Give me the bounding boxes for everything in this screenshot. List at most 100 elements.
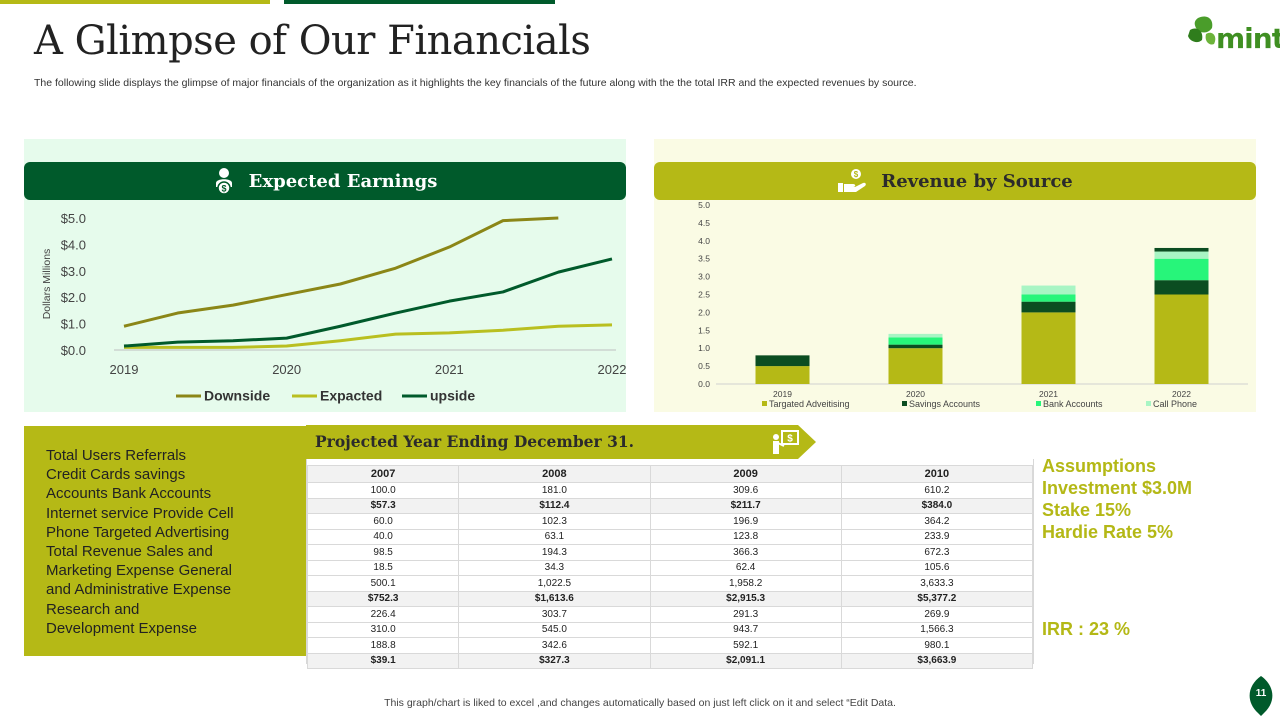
table-cell: 226.4 — [306, 606, 460, 623]
y-tick-label: $0.0 — [61, 343, 86, 358]
metrics-line: Credit Cards savings — [46, 466, 186, 484]
legend-label: Bank Accounts — [1043, 399, 1103, 409]
x-tick-label: 2019 — [110, 362, 139, 377]
table-cell: 194.3 — [458, 544, 651, 561]
table-cell: 364.2 — [840, 513, 1034, 530]
table-cell: $752.3 — [306, 590, 460, 607]
y-tick-label: $4.0 — [61, 237, 86, 252]
table-cell: 310.0 — [306, 621, 460, 638]
table-cell: 1,566.3 — [840, 621, 1034, 638]
table-cell: 188.8 — [306, 637, 460, 654]
assumptions-block: Assumptions Investment $3.0M Stake 15% H… — [1042, 455, 1192, 543]
earnings-header-label: Expected Earnings — [248, 170, 438, 192]
y-tick-label: 3.0 — [698, 272, 710, 282]
bar-segment — [888, 348, 943, 384]
table-cell: 98.5 — [306, 544, 460, 561]
legend-label: Downside — [204, 388, 270, 404]
column-header: 2010 — [840, 465, 1034, 483]
x-tick-label: 2019 — [773, 389, 792, 399]
metrics-line: Accounts Bank Accounts — [46, 485, 212, 503]
footer-note: This graph/chart is liked to excel ,and … — [384, 697, 896, 709]
top-accent-bar-green — [284, 0, 555, 4]
page-number: 11 — [1255, 688, 1267, 699]
metrics-line: Marketing Expense General — [46, 562, 232, 580]
bar-segment — [1154, 294, 1209, 384]
column-header: 2008 — [458, 465, 651, 483]
table-row: $57.3 $112.4 $211.7 $384.0 — [306, 497, 1034, 514]
page-subtitle: The following slide displays the glimpse… — [34, 77, 917, 89]
table-cell: 309.6 — [649, 482, 842, 499]
table-cell: 60.0 — [306, 513, 460, 530]
mint-logo-icon — [1188, 16, 1216, 45]
expected-earnings-chart: $0.0 $1.0 $2.0 $3.0 $4.0 $5.0 2019 2020 2021 2022… — [41, 211, 626, 404]
table-cell: 545.0 — [458, 621, 651, 638]
assumptions-heading: Assumptions — [1042, 456, 1157, 476]
x-tick-label: 2022 — [1172, 389, 1191, 399]
bar-segment — [1154, 258, 1209, 281]
y-tick-label: $2.0 — [61, 290, 86, 305]
table-row: 500.1 1,022.5 1,958.2 3,633.3 — [306, 575, 1034, 592]
bar-segment — [888, 344, 943, 349]
x-tick-label: 2020 — [906, 389, 925, 399]
table-cell: 102.3 — [458, 513, 651, 530]
table-cell: $112.4 — [458, 497, 651, 514]
projection-table-wrap: 2007 2008 2009 2010 100.0 181.0 309.6 610.2… — [306, 459, 1034, 669]
leaf-badge-icon — [1249, 676, 1273, 716]
bar-segment — [1021, 285, 1076, 295]
irr-value: IRR : 23 % — [1042, 619, 1131, 639]
bar-segment — [1021, 312, 1076, 384]
metrics-line: and Administrative Expense — [46, 581, 232, 599]
table-cell: 1,022.5 — [458, 575, 651, 592]
metrics-list-text: Total Users Referrals Credit Cards savin… — [46, 446, 286, 638]
table-cell: $2,091.1 — [649, 652, 842, 669]
y-tick-label: 1.0 — [698, 343, 710, 353]
table-cell: $57.3 — [306, 497, 460, 514]
bar-segment — [1021, 301, 1076, 313]
table-row: 98.5 194.3 366.3 672.3 — [306, 544, 1034, 561]
table-header-row: 2007 2008 2009 2010 — [306, 465, 1034, 483]
series-line-downside — [123, 216, 559, 328]
y-tick-label: 2.0 — [698, 307, 710, 317]
table-row: 100.0 181.0 309.6 610.2 — [306, 482, 1034, 499]
table-cell: 181.0 — [458, 482, 651, 499]
table-cell: 303.7 — [458, 606, 651, 623]
table-cell: 672.3 — [840, 544, 1034, 561]
table-row: 40.0 63.1 123.8 233.9 — [306, 528, 1034, 545]
table-row: $39.1 $327.3 $2,091.1 $3,663.9 — [306, 652, 1034, 669]
table-cell: $3,663.9 — [840, 652, 1034, 669]
metrics-line: Research and — [46, 600, 140, 618]
table-cell: 18.5 — [306, 559, 460, 576]
table-cell: $211.7 — [649, 497, 842, 514]
top-accent-bar-olive — [0, 0, 270, 4]
page-title: A Glimpse of Our Financials — [34, 18, 591, 64]
assumption-hurdle-rate: Hardie Rate 5% — [1042, 522, 1174, 542]
y-tick-label: $3.0 — [61, 264, 86, 279]
y-tick-label: 4.5 — [698, 218, 710, 228]
y-tick-label: 0.0 — [698, 379, 710, 389]
table-cell: 269.9 — [840, 606, 1034, 623]
projection-table: 2007 2008 2009 2010 100.0 181.0 309.6 610.2… — [306, 465, 1034, 669]
table-cell: 592.1 — [649, 637, 842, 654]
table-cell: 980.1 — [840, 637, 1034, 654]
bar-segment — [755, 366, 810, 384]
legend-swatch — [1146, 401, 1151, 406]
x-tick-label: 2021 — [435, 362, 464, 377]
table-cell: $384.0 — [840, 497, 1034, 514]
table-cell: 500.1 — [306, 575, 460, 592]
legend-swatch — [1036, 401, 1041, 406]
table-cell: 63.1 — [458, 528, 651, 545]
legend-label: Expacted — [320, 388, 382, 404]
logo-text: mint — [1216, 22, 1280, 55]
y-tick-label: $5.0 — [61, 211, 86, 226]
projection-title: Projected Year Ending December 31. — [315, 432, 635, 451]
metrics-list-panel: Total Users Referrals Credit Cards savin… — [24, 426, 306, 656]
table-cell: 123.8 — [649, 528, 842, 545]
y-tick-label: 0.5 — [698, 361, 710, 371]
assumption-stake: Stake 15% — [1042, 500, 1132, 520]
x-tick-label: 2022 — [598, 362, 626, 377]
column-header: 2009 — [649, 465, 842, 483]
table-cell: $327.3 — [458, 652, 651, 669]
table-row: 60.0 102.3 196.9 364.2 — [306, 513, 1034, 530]
bar-segment — [1154, 251, 1209, 259]
projection-title-band — [306, 425, 816, 459]
